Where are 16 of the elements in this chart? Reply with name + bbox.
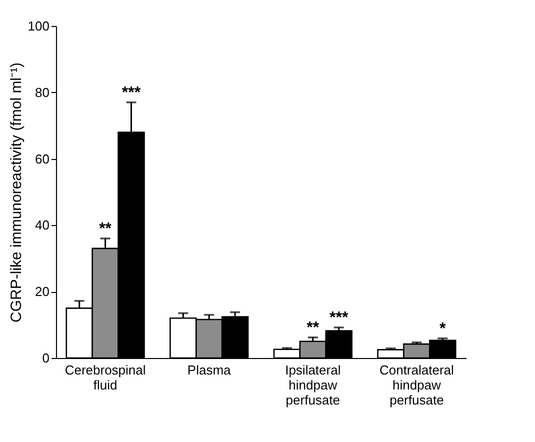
y-tick-label: 60	[35, 151, 50, 166]
y-tick-label: 20	[35, 284, 50, 300]
x-tick-label: Plasma	[187, 362, 232, 378]
x-tick-label: Cerebrospinal fluid	[64, 362, 146, 392]
data-label: **	[306, 319, 320, 336]
x-tick-label: Ipsilateral hindpaw perfusate	[285, 362, 341, 408]
data-label: **	[99, 220, 112, 238]
y-tick-label: 0	[42, 350, 50, 366]
y-tick-label: 40	[35, 218, 50, 233]
x-tick-label: Contralateral hindpaw perfusate	[379, 362, 454, 408]
data-label: ***	[330, 309, 349, 326]
data-label: ***	[122, 84, 142, 102]
y-tick-label: 100	[28, 18, 50, 34]
y-axis-title: CGRP-like immunoreactivity (fmol ml⁻¹)	[8, 62, 25, 323]
data-label: *	[440, 320, 447, 338]
y-tick-label: 80	[35, 84, 50, 100]
